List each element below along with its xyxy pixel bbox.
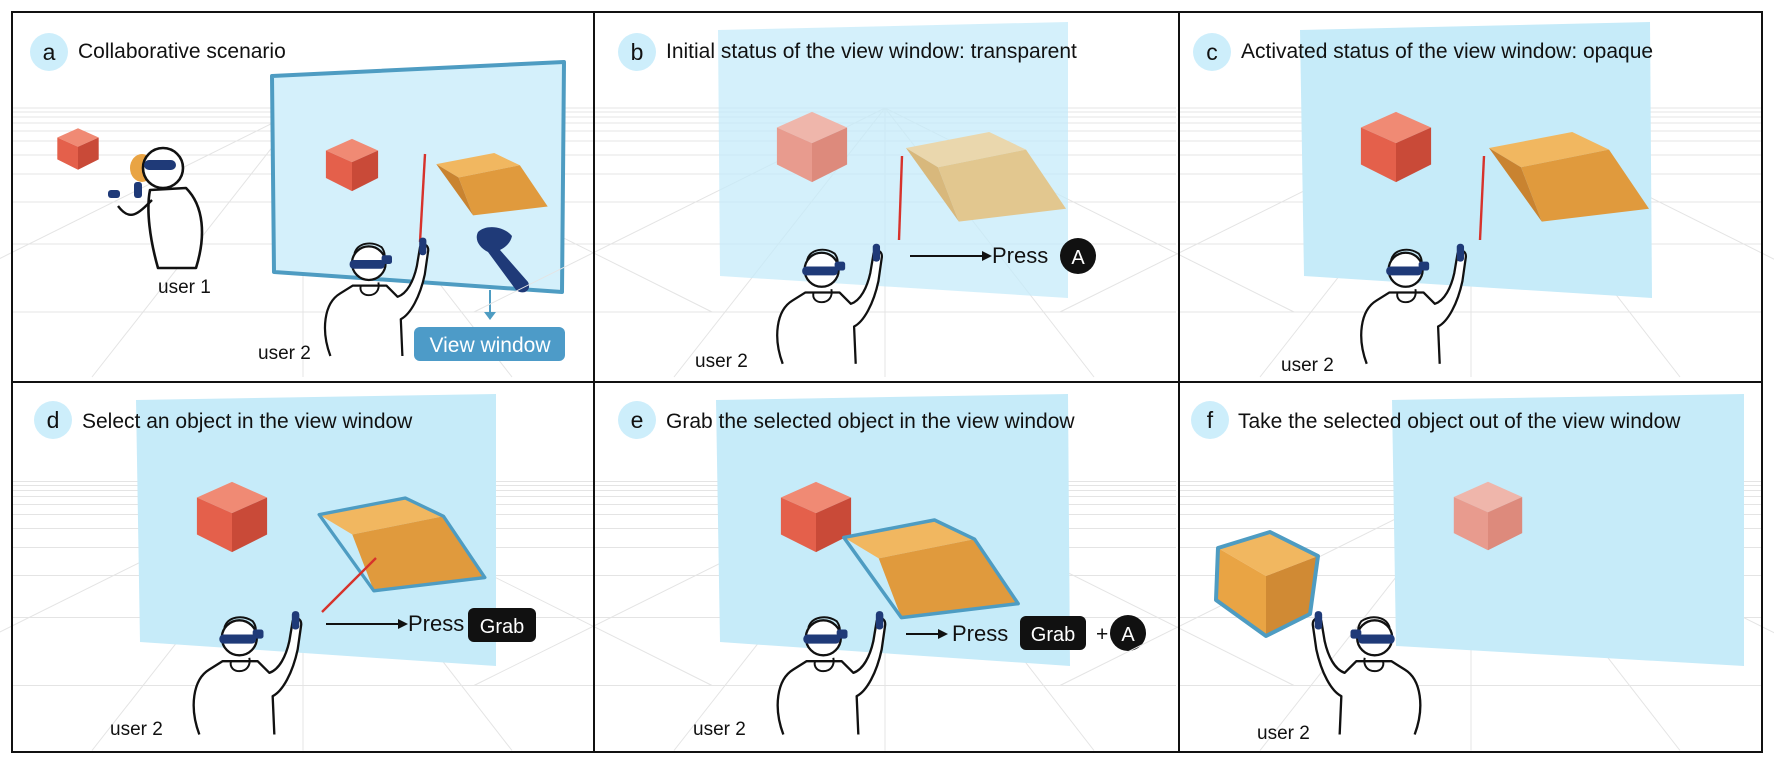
button-a-icon xyxy=(1060,238,1096,274)
selection-ray xyxy=(1478,155,1486,241)
red-cube xyxy=(57,128,99,170)
panel-e: e Grab the selected object in the view w… xyxy=(473,394,1295,752)
badge-f xyxy=(1191,401,1229,439)
user-2-label: user 2 xyxy=(1281,355,1334,376)
badge-c-letter: c xyxy=(1206,39,1218,65)
grab-button-icon xyxy=(1020,616,1086,650)
grab-button-label: Grab xyxy=(480,616,524,638)
badge-e xyxy=(618,401,656,439)
selection-ray xyxy=(418,153,427,243)
badge-d-letter: d xyxy=(47,407,60,433)
selection-ray xyxy=(897,155,904,241)
button-a-label: A xyxy=(1121,624,1135,646)
panel-e-title: Grab the selected object in the view win… xyxy=(666,410,1075,433)
panel-f: f Take the selected object out of the vi… xyxy=(1059,394,1774,752)
plus-sign: + xyxy=(1096,623,1108,646)
panel-b: b Initial status of the view window: tra… xyxy=(473,22,1295,378)
orange-cube-taken-out xyxy=(1214,530,1320,638)
grab-button-icon xyxy=(468,608,536,642)
view-window xyxy=(1392,394,1744,666)
action-press: Press xyxy=(992,243,1048,268)
panel-a: a Collaborative scenario user 1 user 2 V… xyxy=(0,33,713,378)
panel-d-title: Select an object in the view window xyxy=(82,410,413,433)
badge-c xyxy=(1193,33,1231,71)
user-2-label: user 2 xyxy=(695,351,748,372)
panel-d: d Select an object in the view window us… xyxy=(0,394,713,752)
magnified-controller xyxy=(476,227,530,293)
badge-d xyxy=(34,401,72,439)
panel-borders xyxy=(11,11,1763,753)
badge-e-letter: e xyxy=(631,407,644,433)
view-window-tag xyxy=(414,327,565,361)
view-window xyxy=(1300,22,1652,298)
panel-c: c Activated status of the view window: o… xyxy=(1059,22,1774,378)
badge-a xyxy=(30,33,68,71)
panel-b-title: Initial status of the view window: trans… xyxy=(666,40,1077,63)
badge-b xyxy=(618,33,656,71)
view-window xyxy=(718,22,1068,298)
panel-f-title: Take the selected object out of the view… xyxy=(1238,410,1681,433)
user-2-label: user 2 xyxy=(258,343,311,364)
user-1-label: user 1 xyxy=(158,277,211,298)
panel-a-title: Collaborative scenario xyxy=(78,40,286,63)
badge-f-letter: f xyxy=(1207,407,1214,433)
panel-c-title: Activated status of the view window: opa… xyxy=(1241,40,1653,63)
action-press: Press xyxy=(952,621,1008,646)
button-a-icon xyxy=(1110,615,1146,651)
button-a-label: A xyxy=(1071,247,1085,269)
user-2-label: user 2 xyxy=(110,719,163,740)
view-window xyxy=(136,394,496,666)
user-1-figure xyxy=(108,146,204,270)
user-2-label: user 2 xyxy=(1257,723,1310,744)
action-press: Press xyxy=(408,611,464,636)
user-2-label: user 2 xyxy=(693,719,746,740)
view-window-tag-label: View window xyxy=(429,334,551,357)
badge-b-letter: b xyxy=(631,39,644,65)
badge-a-letter: a xyxy=(43,39,56,65)
selection-ray xyxy=(321,557,377,613)
grab-button-label: Grab xyxy=(1031,624,1075,646)
